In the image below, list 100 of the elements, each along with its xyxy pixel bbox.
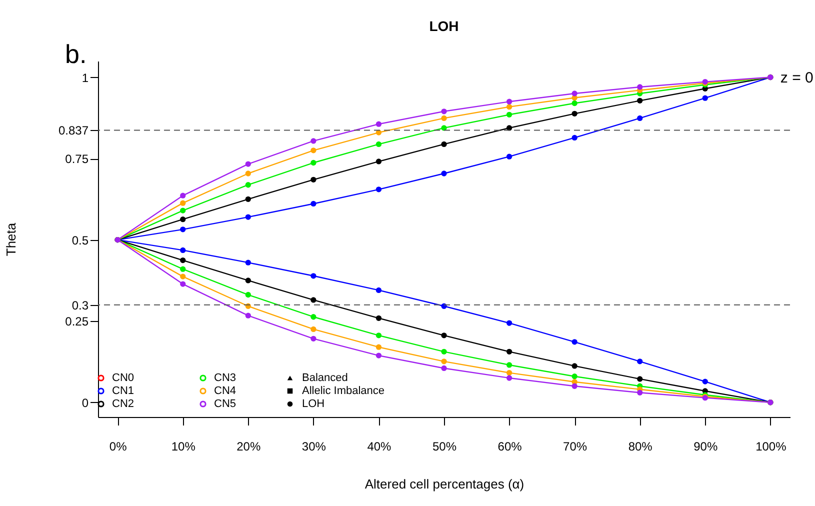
point bbox=[637, 390, 643, 396]
point bbox=[441, 108, 447, 114]
text: b. bbox=[65, 39, 87, 69]
point bbox=[506, 154, 512, 160]
x-tick-label: 80% bbox=[628, 440, 653, 454]
point bbox=[310, 148, 316, 154]
point bbox=[310, 176, 316, 182]
y-tick-label: 0.5 bbox=[72, 233, 89, 248]
legend-label: CN1 bbox=[112, 385, 134, 397]
point bbox=[310, 273, 316, 279]
point bbox=[376, 121, 382, 127]
point bbox=[637, 98, 643, 104]
annotation: LOH bbox=[302, 398, 325, 410]
x-axis-title: Altered cell percentages (α) bbox=[364, 476, 524, 492]
point bbox=[572, 90, 578, 96]
x-tick-label: 40% bbox=[367, 440, 392, 454]
x-tick-label: 10% bbox=[171, 440, 196, 454]
point bbox=[245, 182, 251, 188]
y-tick-label: 1 bbox=[82, 70, 89, 85]
point bbox=[180, 200, 186, 206]
point bbox=[310, 200, 316, 207]
point bbox=[310, 326, 316, 332]
y-tick-label: 0 bbox=[82, 396, 89, 410]
point bbox=[572, 100, 578, 106]
point bbox=[245, 214, 251, 220]
x-tick-label: 30% bbox=[302, 440, 326, 454]
point bbox=[572, 374, 578, 380]
chart-title: LOH bbox=[429, 18, 459, 34]
point bbox=[376, 315, 382, 321]
y-tick-label: 0.25 bbox=[65, 314, 89, 329]
point bbox=[572, 339, 578, 345]
point bbox=[506, 98, 512, 104]
point bbox=[245, 196, 251, 202]
point bbox=[180, 257, 186, 264]
point bbox=[441, 365, 447, 372]
point bbox=[572, 383, 578, 389]
point bbox=[702, 95, 708, 101]
point bbox=[376, 186, 382, 192]
point bbox=[376, 344, 382, 350]
y-axis-title: Theta bbox=[3, 222, 18, 256]
point bbox=[245, 260, 251, 266]
point bbox=[441, 348, 447, 354]
x-tick-label: 20% bbox=[236, 440, 261, 454]
point bbox=[376, 158, 382, 164]
point bbox=[376, 141, 382, 148]
point bbox=[702, 378, 708, 384]
point bbox=[180, 216, 186, 222]
point bbox=[180, 247, 186, 254]
point bbox=[572, 363, 578, 369]
point bbox=[180, 226, 186, 232]
point bbox=[180, 274, 186, 280]
annotation: Balanced bbox=[302, 372, 348, 384]
point bbox=[245, 312, 251, 318]
point bbox=[310, 138, 316, 144]
point bbox=[506, 370, 512, 376]
point bbox=[506, 104, 512, 110]
point bbox=[180, 281, 186, 287]
point bbox=[441, 332, 447, 338]
legend-label: CN3 bbox=[214, 372, 236, 384]
legend-label: CN5 bbox=[214, 398, 236, 410]
point bbox=[180, 266, 186, 272]
point bbox=[245, 278, 251, 284]
x-tick-label: 70% bbox=[563, 440, 588, 454]
point bbox=[637, 115, 643, 122]
point bbox=[572, 134, 578, 141]
point bbox=[245, 292, 251, 298]
point bbox=[245, 161, 251, 167]
x-tick-label: 100% bbox=[756, 440, 787, 454]
point bbox=[376, 332, 382, 338]
point bbox=[245, 170, 251, 176]
point bbox=[506, 112, 512, 118]
point bbox=[572, 110, 578, 116]
point bbox=[376, 352, 382, 358]
point bbox=[180, 208, 186, 214]
point bbox=[310, 160, 316, 166]
x-tick-label: 90% bbox=[694, 440, 718, 454]
point bbox=[441, 170, 447, 176]
legend-label: CN0 bbox=[112, 372, 134, 384]
point bbox=[310, 336, 316, 342]
point bbox=[637, 376, 643, 382]
point bbox=[506, 362, 512, 368]
point bbox=[637, 358, 643, 364]
point bbox=[637, 84, 643, 90]
y-tick-label: 0.3 bbox=[72, 298, 89, 312]
point bbox=[441, 358, 447, 364]
point bbox=[376, 287, 382, 294]
point bbox=[441, 141, 447, 148]
point bbox=[180, 192, 186, 198]
x-tick-label: 0% bbox=[109, 440, 128, 454]
x-tick-label: 60% bbox=[498, 440, 522, 454]
annotation: Allelic Imbalance bbox=[302, 385, 385, 397]
annotation: z = 0 bbox=[780, 69, 814, 86]
point bbox=[441, 115, 447, 122]
point bbox=[506, 375, 512, 381]
point bbox=[310, 314, 316, 320]
point bbox=[506, 348, 512, 354]
x-tick-label: 50% bbox=[432, 440, 457, 454]
legend-label: CN4 bbox=[214, 385, 236, 397]
y-tick-label: 0.75 bbox=[65, 152, 89, 166]
y-tick-label: 0.837 bbox=[58, 124, 89, 138]
